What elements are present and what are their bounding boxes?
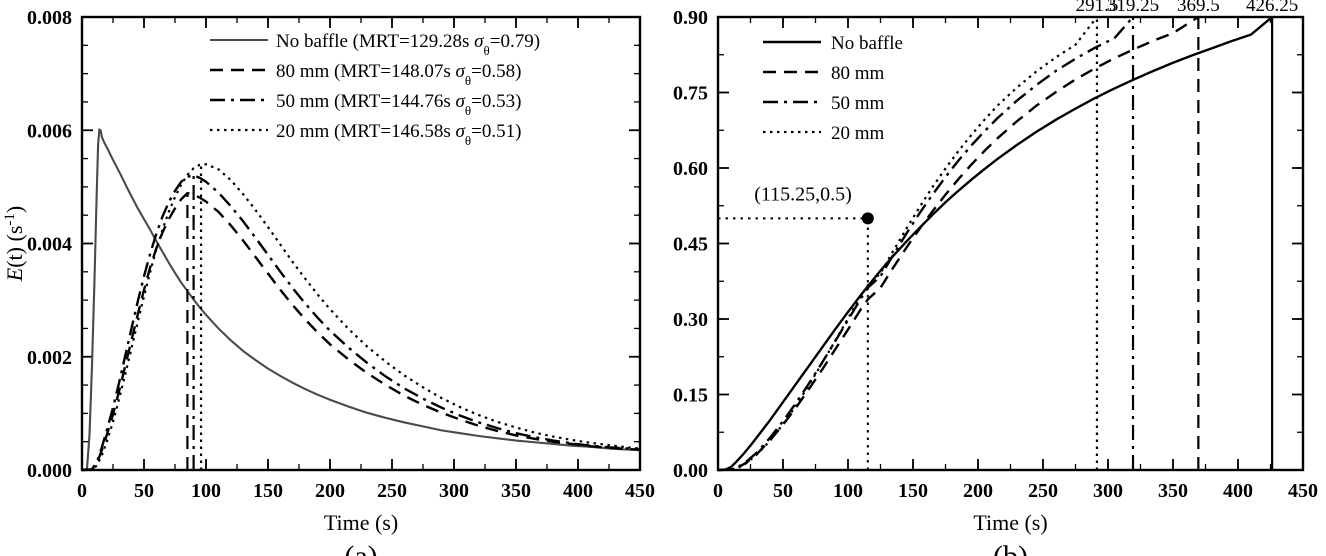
x-tick-label: 400 bbox=[563, 480, 593, 502]
y-axis-label: E(t) (s-1) bbox=[2, 206, 27, 282]
curve-dot bbox=[82, 163, 641, 472]
curve-dot bbox=[717, 16, 1098, 472]
x-tick-label: 450 bbox=[1288, 480, 1318, 502]
y-tick-label: 0.002 bbox=[27, 347, 72, 369]
x-axis-label: Time (s) bbox=[324, 510, 398, 535]
y-tick-label: 0.006 bbox=[27, 120, 72, 142]
y-tick-label: 0.30 bbox=[673, 309, 708, 331]
panel-label: (a) bbox=[344, 540, 377, 556]
y-tick-label: 0.000 bbox=[27, 460, 72, 482]
curve-dash bbox=[717, 15, 1199, 472]
x-axis-label: Time (s) bbox=[973, 510, 1047, 535]
plot-frame bbox=[716, 15, 1305, 472]
x-tick-label: 50 bbox=[773, 480, 793, 502]
plot-frame bbox=[80, 15, 642, 472]
x-tick-label: 450 bbox=[625, 480, 655, 502]
x-tick-label: 100 bbox=[191, 480, 221, 502]
panel-a-svg: 0 50 100 150 200 250 300 350 400 450 0.000 0.002 0.0… bbox=[2, 7, 655, 556]
legend-label: 50 mm bbox=[831, 93, 885, 114]
curve-solid bbox=[717, 16, 1273, 472]
y-tick-label: 0.15 bbox=[673, 385, 708, 407]
y-tick-label: 0.45 bbox=[673, 234, 708, 256]
curve-solid bbox=[81, 128, 641, 472]
x-tick-label: 250 bbox=[1028, 480, 1058, 502]
x-tick-label: 300 bbox=[439, 480, 469, 502]
y-tick-label: 0.60 bbox=[673, 158, 708, 180]
x-tick-label: 150 bbox=[253, 480, 283, 502]
y-tick-label: 0.00 bbox=[673, 460, 708, 482]
x-tick-label: 50 bbox=[134, 480, 154, 502]
legend-label: No baffle bbox=[831, 33, 903, 54]
panel-b-f-curve: 0 50 100 150 200 250 300 350 400 450 0.00 0.15 0.30 0… bbox=[663, 0, 1326, 556]
curve-dash bbox=[81, 191, 641, 472]
y-tick-label: 0.008 bbox=[27, 7, 72, 29]
x-tick-label: 250 bbox=[377, 480, 407, 502]
panel-a-e-curve: 0 50 100 150 200 250 300 350 400 450 0.000 0.002 0.0… bbox=[2, 7, 655, 556]
panel-b-svg: 0 50 100 150 200 250 300 350 400 450 0.00 0.15 0.30 0… bbox=[673, 0, 1318, 556]
x-tick-label: 350 bbox=[501, 480, 531, 502]
x-tick-label: 150 bbox=[898, 480, 928, 502]
t90-label: 369.5 bbox=[1177, 0, 1220, 16]
y-tick-label: 0.90 bbox=[673, 7, 708, 29]
legend-label: No baffle (MRT=129.28s σθ=0.79) bbox=[276, 31, 540, 58]
x-tick-label: 300 bbox=[1093, 480, 1123, 502]
t90-label: 319.25 bbox=[1107, 0, 1159, 16]
x-tick-label: 200 bbox=[315, 480, 345, 502]
x-tick-label: 350 bbox=[1158, 480, 1188, 502]
x-tick-label: 0 bbox=[77, 480, 87, 502]
y-tick-label: 0.004 bbox=[27, 234, 72, 256]
legend-label: 20 mm (MRT=146.58s σθ=0.51) bbox=[276, 121, 521, 148]
legend-label: 80 mm (MRT=148.07s σθ=0.58) bbox=[276, 61, 521, 88]
curve-dashdot bbox=[81, 174, 641, 472]
x-tick-label: 100 bbox=[833, 480, 863, 502]
t90-label: 426.25 bbox=[1246, 0, 1298, 16]
y-tick-label: 0.75 bbox=[673, 83, 708, 105]
x-tick-label: 0 bbox=[713, 480, 723, 502]
curve-dashdot bbox=[717, 16, 1134, 472]
annotation-label: (115.25,0.5) bbox=[754, 183, 852, 205]
t90-label: 291.5 bbox=[1076, 0, 1119, 16]
legend-label: 50 mm (MRT=144.76s σθ=0.53) bbox=[276, 91, 521, 118]
panel-label: (b) bbox=[993, 540, 1028, 556]
x-tick-label: 200 bbox=[963, 480, 993, 502]
legend-label: 20 mm bbox=[831, 123, 885, 144]
legend-label: 80 mm bbox=[831, 63, 885, 84]
x-tick-label: 400 bbox=[1223, 480, 1253, 502]
annotation-point bbox=[861, 212, 874, 225]
